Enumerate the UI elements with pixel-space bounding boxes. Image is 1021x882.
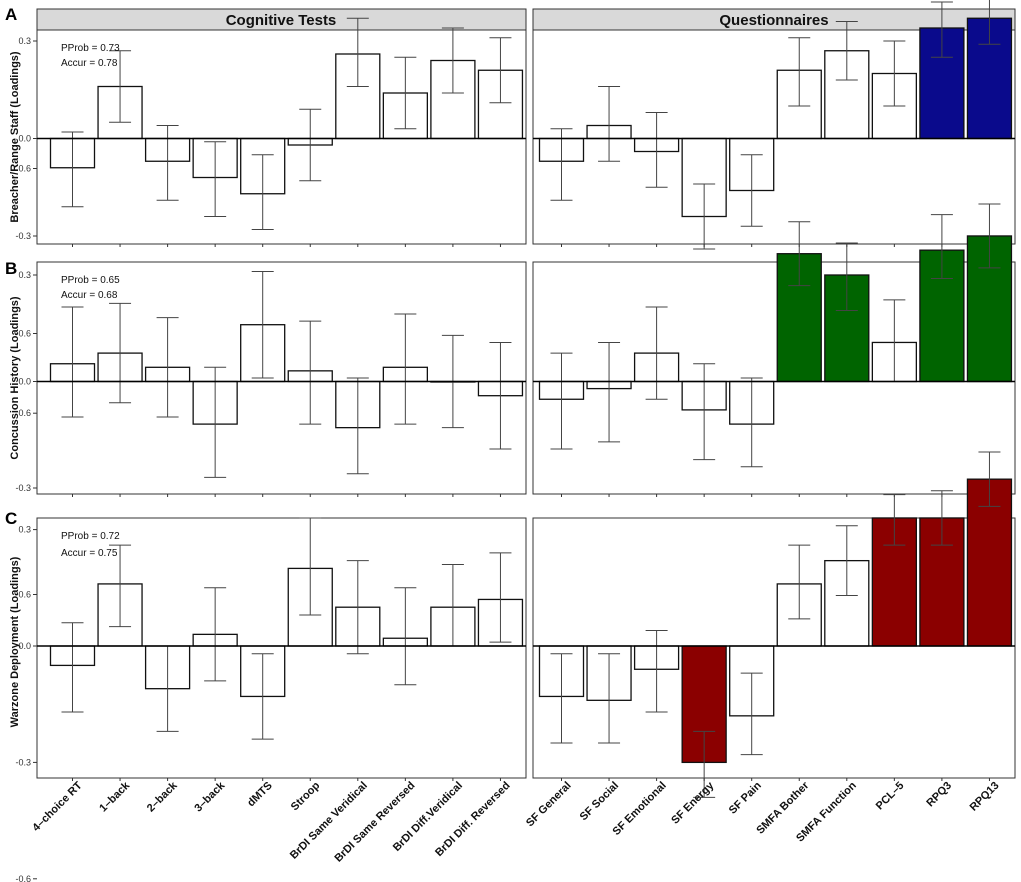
x-tick-label-cognitive-3: 3–back [192, 779, 227, 814]
y-tick-label: 0.3 [18, 525, 31, 535]
y-axis-label-a: Breacher/Range Staff (Loadings) [9, 51, 21, 222]
y-tick-label: 0.6 [18, 164, 31, 174]
pprob-label-b: PProb = 0.65 [61, 275, 120, 286]
accur-label-b: Accur = 0.68 [61, 290, 118, 301]
y-tick-label: -0.6 [15, 329, 31, 339]
y-tick-label: -0.6 [15, 590, 31, 600]
x-tick-label-cognitive-0: 4–choice RT [30, 779, 85, 834]
y-axis-label-b: Concussion History (Loadings) [9, 296, 21, 460]
accur-label-c: Accur = 0.75 [61, 548, 118, 559]
panel-row-a: 0.6 0.3 0.0 -0.3 -0.6 [15, 0, 1016, 339]
y-tick-label: -0.6 [15, 874, 31, 882]
panel-letter-c: C [5, 509, 17, 528]
pprob-label-c: PProb = 0.72 [61, 531, 120, 542]
y-tick-label: 0.0 [18, 641, 31, 651]
facet-label-questionnaires: Questionnaires [719, 12, 828, 29]
panel-letter-a: A [5, 5, 17, 24]
y-tick-label: -0.3 [15, 483, 31, 493]
pprob-label-a: PProb = 0.73 [61, 43, 120, 54]
y-tick-label: -0.3 [15, 757, 31, 767]
x-tick-label-questionnaires-1: SF Social [578, 780, 622, 824]
x-tick-label-questionnaires-9: RPQ13 [968, 780, 1002, 814]
x-tick-label-cognitive-2: 2–back [145, 779, 180, 814]
panel-letter-b: B [5, 259, 17, 278]
x-tick-label-cognitive-4: dMTS [245, 780, 275, 810]
facet-label-cognitive: Cognitive Tests [226, 12, 337, 29]
x-tick-label-questionnaires-0: SF General [524, 780, 574, 830]
x-tick-label-questionnaires-3: SF Energy [669, 779, 717, 827]
y-tick-label: 0.0 [18, 377, 31, 387]
x-tick-label-questionnaires-4: SF Pain [727, 779, 764, 816]
y-tick-label: 0.6 [18, 408, 31, 418]
x-axis-labels: 4–choice RT 1–back 2–back 3–back dMTS Stroop B… [30, 779, 1001, 865]
y-tick-label: 0.3 [18, 270, 31, 280]
x-tick-label-cognitive-1: 1–back [97, 779, 132, 814]
x-tick-label-cognitive-7: BrDI Same Reversed [332, 780, 417, 865]
panel-row-b: 0.6 0.3 0.0 -0.3 -0.6 [15, 164, 1016, 600]
x-tick-label-cognitive-5: Stroop [289, 779, 323, 813]
y-tick-label: 0.3 [18, 36, 31, 46]
accur-label-a: Accur = 0.78 [61, 58, 118, 69]
x-tick-label-questionnaires-7: PCL–5 [874, 780, 907, 813]
y-axis-label-c: Warzone Deployment (Loadings) [9, 556, 21, 727]
y-tick-label: 0.0 [18, 134, 31, 144]
panel-row-c: 0.6 0.3 0.0 -0.3 -0.6 [15, 408, 1016, 882]
y-tick-label: -0.3 [15, 231, 31, 241]
x-tick-label-questionnaires-8: RPQ3 [924, 780, 954, 810]
